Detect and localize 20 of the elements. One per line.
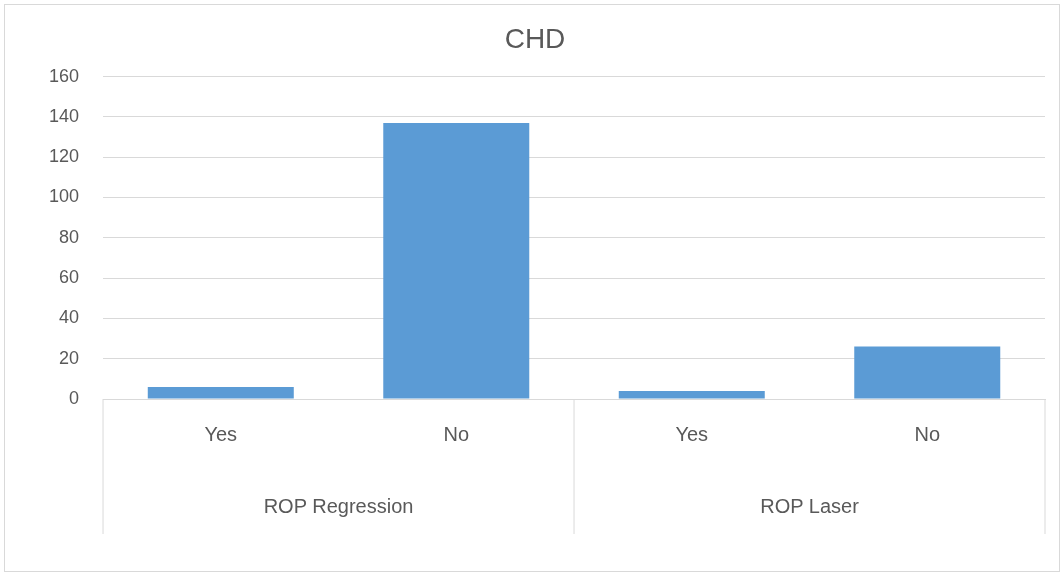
y-tick-label: 20 [59, 347, 80, 368]
y-tick-label: 140 [48, 105, 80, 126]
y-tick-label: 60 [59, 267, 80, 288]
y-tick-label: 40 [59, 307, 80, 328]
x-tick-label: Yes [675, 422, 709, 445]
bar [383, 122, 530, 399]
chart-title: CHD [504, 22, 566, 54]
y-tick-label: 120 [48, 146, 80, 167]
y-tick-label: 80 [59, 226, 80, 247]
x-tick-label: Yes [204, 422, 238, 445]
text: ROP Laser [760, 494, 860, 517]
y-tick-label: 0 [69, 387, 80, 408]
bar [854, 346, 1001, 399]
x-tick-label: No [914, 422, 941, 445]
bar [618, 390, 765, 399]
text: ROP Regression [263, 494, 414, 517]
y-tick-label: 160 [48, 65, 80, 86]
y-tick-label: 100 [48, 186, 80, 207]
x-tick-label: No [443, 422, 470, 445]
bar [147, 386, 294, 399]
